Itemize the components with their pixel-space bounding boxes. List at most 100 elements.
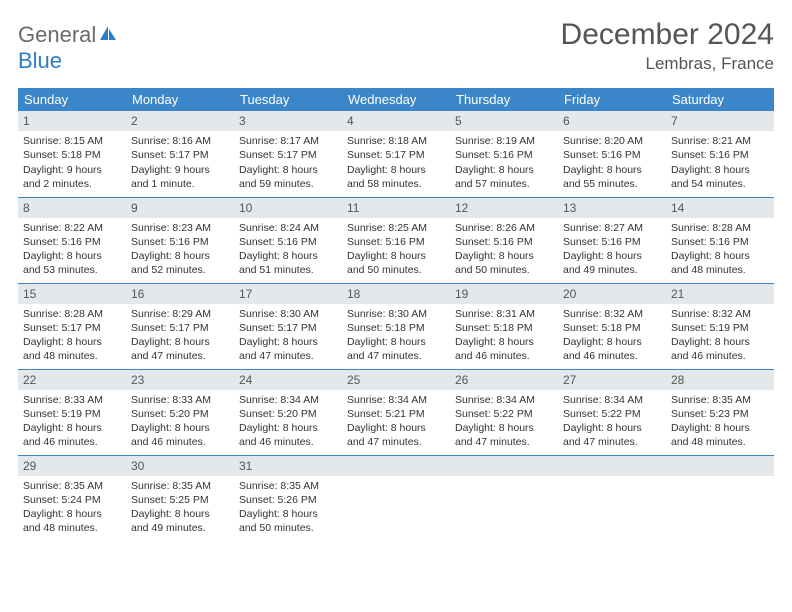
- daylight-line2: and 48 minutes.: [671, 435, 769, 449]
- sunrise-text: Sunrise: 8:30 AM: [347, 307, 445, 321]
- sunrise-text: Sunrise: 8:34 AM: [347, 393, 445, 407]
- day-number: 5: [450, 111, 558, 131]
- day-details: Sunrise: 8:34 AMSunset: 5:22 PMDaylight:…: [450, 390, 558, 454]
- calendar-day-cell: 23Sunrise: 8:33 AMSunset: 5:20 PMDayligh…: [126, 369, 234, 455]
- sunrise-text: Sunrise: 8:28 AM: [23, 307, 121, 321]
- calendar-day-cell: 10Sunrise: 8:24 AMSunset: 5:16 PMDayligh…: [234, 197, 342, 283]
- daylight-line2: and 47 minutes.: [347, 435, 445, 449]
- day-number: 28: [666, 370, 774, 390]
- day-number: 26: [450, 370, 558, 390]
- daylight-line1: Daylight: 8 hours: [671, 335, 769, 349]
- location: Lembras, France: [561, 54, 774, 74]
- daylight-line2: and 50 minutes.: [455, 263, 553, 277]
- calendar-day-cell: 27Sunrise: 8:34 AMSunset: 5:22 PMDayligh…: [558, 369, 666, 455]
- calendar-day-cell: 31Sunrise: 8:35 AMSunset: 5:26 PMDayligh…: [234, 455, 342, 541]
- sunrise-text: Sunrise: 8:21 AM: [671, 134, 769, 148]
- sunset-text: Sunset: 5:16 PM: [455, 235, 553, 249]
- day-details: Sunrise: 8:29 AMSunset: 5:17 PMDaylight:…: [126, 304, 234, 368]
- calendar-table: Sunday Monday Tuesday Wednesday Thursday…: [18, 88, 774, 541]
- calendar-day-cell: 8Sunrise: 8:22 AMSunset: 5:16 PMDaylight…: [18, 197, 126, 283]
- daylight-line2: and 46 minutes.: [23, 435, 121, 449]
- sunset-text: Sunset: 5:17 PM: [131, 321, 229, 335]
- sunset-text: Sunset: 5:21 PM: [347, 407, 445, 421]
- calendar-day-cell: 7Sunrise: 8:21 AMSunset: 5:16 PMDaylight…: [666, 111, 774, 197]
- daylight-line1: Daylight: 8 hours: [563, 335, 661, 349]
- daylight-line1: Daylight: 8 hours: [347, 163, 445, 177]
- sunrise-text: Sunrise: 8:35 AM: [131, 479, 229, 493]
- day-number: 30: [126, 456, 234, 476]
- empty-day-bar: [342, 456, 450, 476]
- daylight-line1: Daylight: 8 hours: [671, 421, 769, 435]
- sunrise-text: Sunrise: 8:26 AM: [455, 221, 553, 235]
- day-number: 20: [558, 284, 666, 304]
- calendar-day-cell: 3Sunrise: 8:17 AMSunset: 5:17 PMDaylight…: [234, 111, 342, 197]
- sunset-text: Sunset: 5:20 PM: [239, 407, 337, 421]
- sunrise-text: Sunrise: 8:34 AM: [563, 393, 661, 407]
- day-details: Sunrise: 8:30 AMSunset: 5:18 PMDaylight:…: [342, 304, 450, 368]
- weekday-header: Sunday: [18, 88, 126, 111]
- sunrise-text: Sunrise: 8:35 AM: [23, 479, 121, 493]
- daylight-line2: and 46 minutes.: [671, 349, 769, 363]
- calendar-day-cell: 5Sunrise: 8:19 AMSunset: 5:16 PMDaylight…: [450, 111, 558, 197]
- daylight-line1: Daylight: 8 hours: [455, 249, 553, 263]
- daylight-line1: Daylight: 8 hours: [239, 163, 337, 177]
- daylight-line2: and 47 minutes.: [239, 349, 337, 363]
- calendar-day-cell: 15Sunrise: 8:28 AMSunset: 5:17 PMDayligh…: [18, 283, 126, 369]
- sunrise-text: Sunrise: 8:27 AM: [563, 221, 661, 235]
- day-details: Sunrise: 8:35 AMSunset: 5:24 PMDaylight:…: [18, 476, 126, 540]
- daylight-line2: and 48 minutes.: [23, 521, 121, 535]
- day-number: 19: [450, 284, 558, 304]
- sunrise-text: Sunrise: 8:19 AM: [455, 134, 553, 148]
- daylight-line2: and 58 minutes.: [347, 177, 445, 191]
- sunrise-text: Sunrise: 8:28 AM: [671, 221, 769, 235]
- weekday-header: Saturday: [666, 88, 774, 111]
- sunrise-text: Sunrise: 8:16 AM: [131, 134, 229, 148]
- sunset-text: Sunset: 5:16 PM: [563, 148, 661, 162]
- day-details: Sunrise: 8:32 AMSunset: 5:19 PMDaylight:…: [666, 304, 774, 368]
- day-details: Sunrise: 8:15 AMSunset: 5:18 PMDaylight:…: [18, 131, 126, 195]
- day-number: 10: [234, 198, 342, 218]
- weekday-header: Thursday: [450, 88, 558, 111]
- daylight-line2: and 47 minutes.: [347, 349, 445, 363]
- daylight-line1: Daylight: 8 hours: [239, 507, 337, 521]
- daylight-line2: and 49 minutes.: [563, 263, 661, 277]
- day-number: 29: [18, 456, 126, 476]
- day-number: 22: [18, 370, 126, 390]
- calendar-day-cell: 11Sunrise: 8:25 AMSunset: 5:16 PMDayligh…: [342, 197, 450, 283]
- sunset-text: Sunset: 5:16 PM: [671, 235, 769, 249]
- daylight-line1: Daylight: 9 hours: [131, 163, 229, 177]
- sunset-text: Sunset: 5:18 PM: [23, 148, 121, 162]
- day-number: 3: [234, 111, 342, 131]
- sunrise-text: Sunrise: 8:25 AM: [347, 221, 445, 235]
- daylight-line2: and 55 minutes.: [563, 177, 661, 191]
- calendar-day-cell: 20Sunrise: 8:32 AMSunset: 5:18 PMDayligh…: [558, 283, 666, 369]
- daylight-line1: Daylight: 8 hours: [563, 163, 661, 177]
- day-details: Sunrise: 8:34 AMSunset: 5:20 PMDaylight:…: [234, 390, 342, 454]
- calendar-day-cell: 1Sunrise: 8:15 AMSunset: 5:18 PMDaylight…: [18, 111, 126, 197]
- daylight-line1: Daylight: 8 hours: [671, 249, 769, 263]
- calendar-day-cell: 26Sunrise: 8:34 AMSunset: 5:22 PMDayligh…: [450, 369, 558, 455]
- sunrise-text: Sunrise: 8:17 AM: [239, 134, 337, 148]
- weekday-header-row: Sunday Monday Tuesday Wednesday Thursday…: [18, 88, 774, 111]
- calendar-day-cell: 14Sunrise: 8:28 AMSunset: 5:16 PMDayligh…: [666, 197, 774, 283]
- daylight-line2: and 46 minutes.: [563, 349, 661, 363]
- day-number: 1: [18, 111, 126, 131]
- daylight-line2: and 59 minutes.: [239, 177, 337, 191]
- calendar-day-cell: 16Sunrise: 8:29 AMSunset: 5:17 PMDayligh…: [126, 283, 234, 369]
- daylight-line1: Daylight: 8 hours: [347, 421, 445, 435]
- day-details: Sunrise: 8:33 AMSunset: 5:19 PMDaylight:…: [18, 390, 126, 454]
- day-details: Sunrise: 8:31 AMSunset: 5:18 PMDaylight:…: [450, 304, 558, 368]
- weekday-header: Friday: [558, 88, 666, 111]
- daylight-line1: Daylight: 8 hours: [347, 249, 445, 263]
- calendar-day-cell: 21Sunrise: 8:32 AMSunset: 5:19 PMDayligh…: [666, 283, 774, 369]
- calendar-day-cell: 30Sunrise: 8:35 AMSunset: 5:25 PMDayligh…: [126, 455, 234, 541]
- day-number: 13: [558, 198, 666, 218]
- daylight-line2: and 47 minutes.: [131, 349, 229, 363]
- daylight-line1: Daylight: 8 hours: [23, 249, 121, 263]
- calendar-week-row: 22Sunrise: 8:33 AMSunset: 5:19 PMDayligh…: [18, 369, 774, 455]
- sunset-text: Sunset: 5:16 PM: [455, 148, 553, 162]
- sunset-text: Sunset: 5:16 PM: [563, 235, 661, 249]
- daylight-line2: and 49 minutes.: [131, 521, 229, 535]
- sunrise-text: Sunrise: 8:24 AM: [239, 221, 337, 235]
- day-number: 24: [234, 370, 342, 390]
